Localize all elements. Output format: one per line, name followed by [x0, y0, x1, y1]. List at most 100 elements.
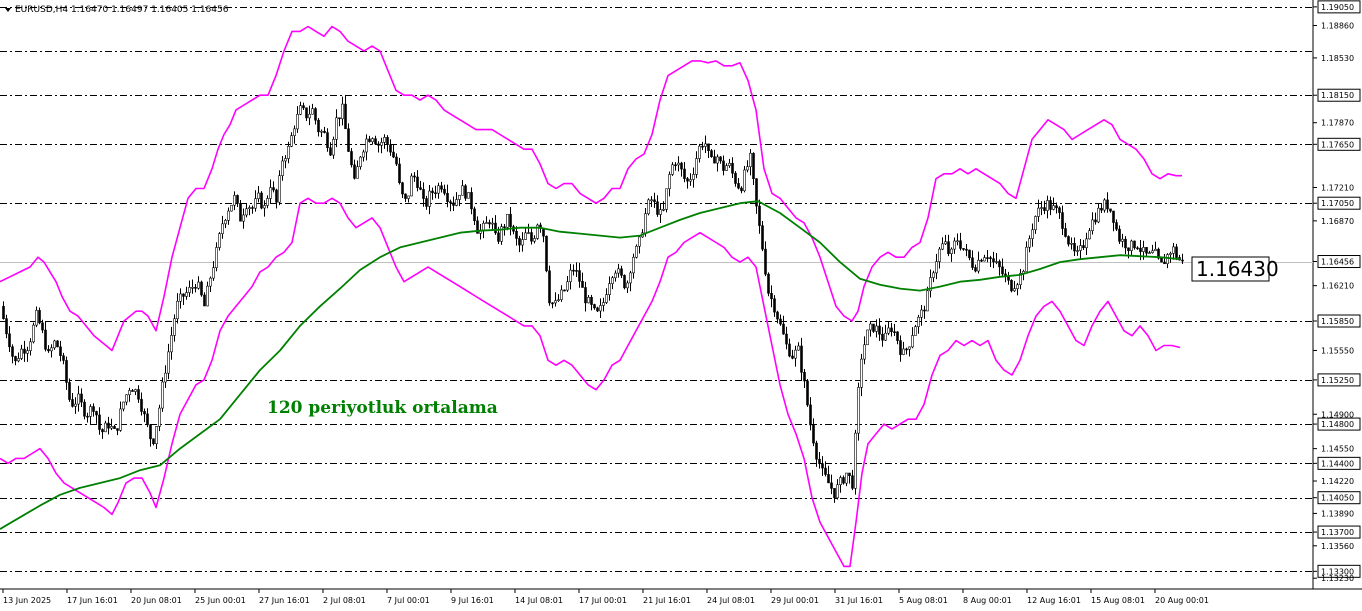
candle — [29, 338, 32, 356]
y-tick-label-0: 1.19050 — [1321, 3, 1354, 12]
candle — [1019, 268, 1022, 290]
candle — [467, 192, 470, 199]
bollinger-bands — [0, 25, 1182, 568]
candle — [182, 293, 185, 305]
candle — [869, 321, 872, 337]
candle — [947, 234, 950, 257]
candle — [236, 194, 239, 207]
candle — [1106, 192, 1109, 213]
candle — [1076, 245, 1079, 256]
ma-line — [0, 200, 1181, 530]
candle — [194, 284, 197, 293]
x-tick-label-12: 29 Jul 00:01 — [771, 596, 819, 605]
candle — [152, 438, 155, 446]
candle — [782, 315, 785, 335]
candle — [1097, 202, 1100, 224]
candle — [287, 141, 290, 164]
candle — [911, 327, 914, 349]
candle — [332, 136, 335, 159]
candle — [251, 205, 254, 214]
candle — [1082, 239, 1085, 251]
candle — [587, 294, 590, 304]
candle — [1181, 253, 1184, 264]
candle — [842, 475, 845, 485]
candle — [1013, 280, 1016, 292]
candle — [1037, 199, 1040, 222]
current-price-tag: 1.16430 — [1191, 256, 1279, 282]
x-tick-label-18: 20 Aug 00:01 — [1155, 596, 1209, 605]
candle — [365, 134, 368, 161]
candle — [305, 107, 308, 121]
candle — [593, 303, 596, 310]
symbol-label: EURUSD,H4 — [15, 5, 68, 15]
candle — [470, 187, 473, 215]
x-tick-label-2: 20 Jun 08:01 — [131, 596, 182, 605]
candle — [680, 161, 683, 177]
candle — [755, 178, 758, 214]
candle — [368, 135, 371, 143]
candle — [533, 235, 536, 244]
candle — [392, 144, 395, 158]
candle — [1079, 239, 1082, 260]
candle — [962, 248, 965, 251]
candle — [743, 166, 746, 193]
candle — [485, 216, 488, 224]
candle — [23, 340, 26, 362]
candle — [986, 250, 989, 263]
candle — [671, 162, 674, 176]
candle — [446, 184, 449, 208]
candle — [1127, 247, 1130, 259]
y-tick-label-15: 1.14800 — [1321, 420, 1354, 429]
candle — [578, 262, 581, 288]
candle — [776, 310, 779, 324]
current-price-text: 1.16430 — [1196, 257, 1279, 281]
candle — [188, 280, 191, 297]
candle — [1154, 241, 1157, 252]
candle — [134, 388, 137, 396]
candle — [80, 388, 83, 408]
x-tick-label-6: 7 Jul 00:01 — [387, 596, 430, 605]
candle — [836, 479, 839, 500]
y-tick-box-19 — [1317, 491, 1361, 505]
candle — [1010, 279, 1013, 293]
candle — [53, 339, 56, 350]
candle — [827, 465, 830, 484]
candle — [437, 182, 440, 199]
candle — [275, 188, 278, 209]
candle — [173, 314, 176, 342]
candle — [1151, 244, 1154, 254]
candle — [500, 223, 503, 245]
y-tick-label-1: 1.18860 — [1321, 22, 1354, 31]
candle — [818, 451, 821, 469]
candle — [1115, 219, 1118, 232]
candle — [1070, 237, 1073, 250]
y-tick-box-11 — [1317, 314, 1361, 328]
candle — [920, 305, 923, 326]
candle — [434, 185, 437, 199]
candle — [284, 155, 287, 169]
candle — [416, 170, 419, 192]
candle — [431, 187, 434, 200]
y-tick-box-0 — [1317, 0, 1361, 14]
dropdown-triangle-icon[interactable] — [5, 8, 11, 12]
candle — [788, 338, 791, 358]
candle — [734, 171, 737, 187]
candle — [155, 426, 158, 450]
candle — [65, 356, 68, 390]
candle — [1118, 225, 1121, 244]
ma-annotation: 120 periyotluk ortalama — [267, 398, 498, 418]
candle — [227, 207, 230, 225]
candle — [422, 182, 425, 207]
y-tick-label-3: 1.18150 — [1321, 91, 1354, 100]
candle — [1133, 240, 1136, 250]
candle — [68, 378, 71, 402]
candle — [1058, 206, 1061, 219]
candle — [2, 301, 5, 320]
candle — [554, 292, 557, 307]
candle — [611, 275, 614, 290]
candle — [707, 143, 710, 159]
x-tick-label-13: 31 Jul 16:01 — [835, 596, 883, 605]
candle — [425, 195, 428, 210]
candle — [1043, 200, 1046, 215]
